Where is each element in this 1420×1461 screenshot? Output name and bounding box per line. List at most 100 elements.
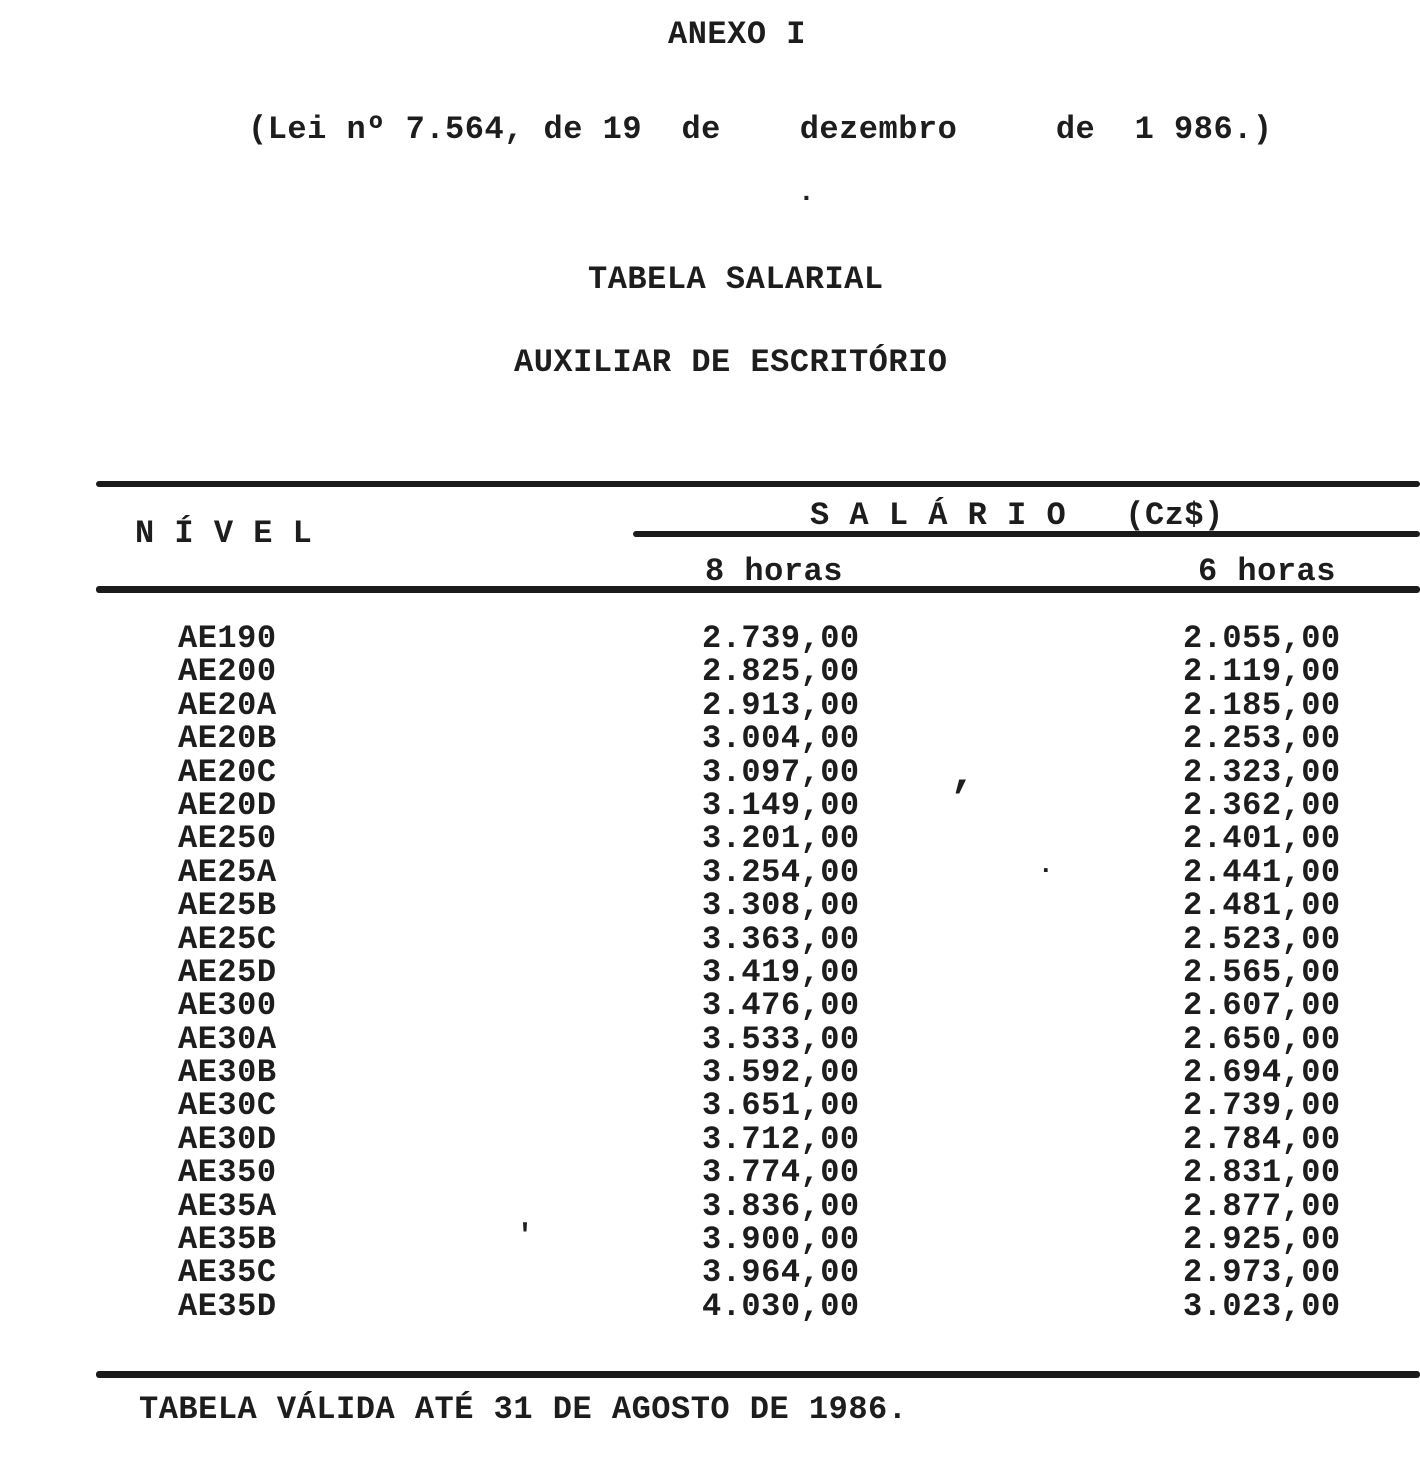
level-cell: AE350 (178, 1154, 277, 1192)
table-row: AE25D 3.419,00 2.565,00 (0, 953, 1420, 991)
salary-group-header: S A L Á R I O (Cz$) (810, 497, 1224, 534)
salary-8h-cell: 3.964,00 (702, 1254, 860, 1292)
salary-6h-cell: 2.973,00 (1183, 1254, 1341, 1292)
salary-8h-cell: 3.712,00 (702, 1120, 860, 1158)
salary-8h-cell: 3.254,00 (702, 853, 860, 891)
salary-6h-cell: 2.694,00 (1183, 1054, 1341, 1092)
table-row: AE25A 3.254,00 2.441,00 (0, 853, 1420, 891)
level-cell: AE250 (178, 820, 277, 858)
level-cell: AE25A (178, 853, 277, 891)
table-row: AE250 3.201,00 2.401,00 (0, 820, 1420, 858)
salary-6h-cell: 2.607,00 (1183, 987, 1341, 1025)
level-cell: AE35D (178, 1287, 277, 1325)
table-title: TABELA SALARIAL (588, 261, 884, 298)
table-row: AE30B 3.592,00 2.694,00 (0, 1054, 1420, 1092)
level-cell: AE30D (178, 1120, 277, 1158)
salary-6h-cell: 3.023,00 (1183, 1287, 1341, 1325)
level-cell: AE35A (178, 1187, 277, 1225)
table-row: AE30C 3.651,00 2.739,00 (0, 1087, 1420, 1125)
level-cell: AE30A (178, 1020, 277, 1058)
salary-8h-cell: 2.913,00 (702, 686, 860, 724)
level-cell: AE20A (178, 686, 277, 724)
salary-8h-cell: 3.308,00 (702, 887, 860, 925)
salary-6h-cell: 2.739,00 (1183, 1087, 1341, 1125)
salary-8h-cell: 4.030,00 (702, 1287, 860, 1325)
annex-title: ANEXO I (668, 16, 806, 53)
salary-6h-cell: 2.877,00 (1183, 1187, 1341, 1225)
level-cell: AE25B (178, 887, 277, 925)
salary-8h-cell: 3.476,00 (702, 987, 860, 1025)
salary-8h-cell: 3.900,00 (702, 1221, 860, 1259)
column-header-6-hours: 6 horas (1198, 553, 1336, 590)
salary-8h-cell: 3.004,00 (702, 720, 860, 758)
law-reference: (Lei nº 7.564, de 19 de dezembro de 1 98… (248, 111, 1273, 148)
salary-6h-cell: 2.481,00 (1183, 887, 1341, 925)
salary-8h-cell: 3.419,00 (702, 953, 860, 991)
salary-6h-cell: 2.055,00 (1183, 620, 1341, 657)
level-cell: AE35B (178, 1221, 277, 1259)
level-cell: AE190 (178, 620, 277, 657)
salary-8h-cell: 3.651,00 (702, 1087, 860, 1125)
table-top-rule (96, 481, 1420, 487)
level-cell: AE20B (178, 720, 277, 758)
table-row: AE35C 3.964,00 2.973,00 (0, 1254, 1420, 1292)
table-row: AE30A 3.533,00 2.650,00 (0, 1020, 1420, 1058)
salary-6h-cell: 2.323,00 (1183, 753, 1341, 791)
level-cell: AE20D (178, 786, 277, 824)
salary-8h-cell: 3.836,00 (702, 1187, 860, 1225)
table-header-rule (96, 586, 1420, 593)
salary-6h-cell: 2.362,00 (1183, 786, 1341, 824)
salary-8h-cell: 3.533,00 (702, 1020, 860, 1058)
scan-artifact-comma: , (950, 750, 977, 800)
salary-8h-cell: 3.592,00 (702, 1054, 860, 1092)
table-row: AE190 2.739,00 2.055,00 (0, 620, 1420, 657)
level-cell: AE20C (178, 753, 277, 791)
salary-8h-cell: 3.774,00 (702, 1154, 860, 1192)
table-row: AE20A 2.913,00 2.185,00 (0, 686, 1420, 724)
salary-6h-cell: 2.253,00 (1183, 720, 1341, 758)
table-row: AE25C 3.363,00 2.523,00 (0, 920, 1420, 958)
salary-6h-cell: 2.925,00 (1183, 1221, 1341, 1259)
salary-8h-cell: 2.825,00 (702, 653, 860, 691)
table-row: AE35B 3.900,00 2.925,00 (0, 1221, 1420, 1259)
salary-6h-cell: 2.831,00 (1183, 1154, 1341, 1192)
scan-artifact-dot: . (1038, 850, 1054, 880)
level-cell: AE300 (178, 987, 277, 1025)
level-column-header: N Í V E L (135, 515, 313, 552)
salary-6h-cell: 2.119,00 (1183, 653, 1341, 691)
table-row: AE35D 4.030,00 3.023,00 (0, 1287, 1420, 1325)
table-row: AE20C 3.097,00 2.323,00 (0, 753, 1420, 791)
salary-6h-cell: 2.523,00 (1183, 920, 1341, 958)
level-cell: AE35C (178, 1254, 277, 1292)
table-row: AE35A 3.836,00 2.877,00 (0, 1187, 1420, 1225)
salary-group-rule (633, 531, 1420, 537)
table-row: AE300 3.476,00 2.607,00 (0, 987, 1420, 1025)
salary-6h-cell: 2.784,00 (1183, 1120, 1341, 1158)
salary-8h-cell: 3.149,00 (702, 786, 860, 824)
table-row: AE20B 3.004,00 2.253,00 (0, 720, 1420, 758)
table-row: AE30D 3.712,00 2.784,00 (0, 1120, 1420, 1158)
table-subtitle: AUXILIAR DE ESCRITÓRIO (514, 344, 948, 381)
salary-6h-cell: 2.185,00 (1183, 686, 1341, 724)
level-cell: AE200 (178, 653, 277, 691)
level-cell: AE30B (178, 1054, 277, 1092)
column-header-8-hours: 8 horas (705, 553, 843, 590)
salary-8h-cell: 2.739,00 (702, 620, 860, 657)
validity-note: TABELA VÁLIDA ATÉ 31 DE AGOSTO DE 1986. (139, 1391, 908, 1428)
salary-6h-cell: 2.401,00 (1183, 820, 1341, 858)
salary-8h-cell: 3.363,00 (702, 920, 860, 958)
scan-artifact-dot: . (798, 178, 815, 209)
salary-8h-cell: 3.201,00 (702, 820, 860, 858)
level-cell: AE25C (178, 920, 277, 958)
salary-6h-cell: 2.650,00 (1183, 1020, 1341, 1058)
level-cell: AE25D (178, 953, 277, 991)
salary-6h-cell: 2.441,00 (1183, 853, 1341, 891)
table-row: AE20D 3.149,00 2.362,00 (0, 786, 1420, 824)
salary-table-body: AE190 2.739,00 2.055,00 AE200 2.825,00 2.119,… (0, 620, 1420, 1325)
scan-artifact-tick: ' (516, 1220, 535, 1254)
table-row: AE350 3.774,00 2.831,00 (0, 1154, 1420, 1192)
level-cell: AE30C (178, 1087, 277, 1125)
table-row: AE200 2.825,00 2.119,00 (0, 653, 1420, 691)
salary-6h-cell: 2.565,00 (1183, 953, 1341, 991)
